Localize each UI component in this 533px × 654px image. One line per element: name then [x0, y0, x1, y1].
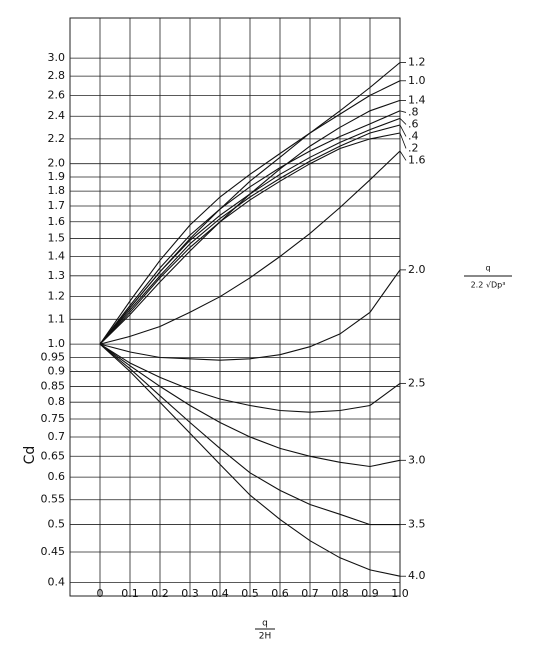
y-tick-label: 0.9 — [48, 365, 66, 378]
legend-label: .2 — [408, 141, 419, 154]
y-tick-label: 1.4 — [48, 250, 66, 263]
y-tick-label: 2.0 — [48, 157, 66, 170]
y-tick-label: 2.2 — [48, 132, 66, 145]
legend-label: .4 — [408, 129, 419, 142]
y-tick-label: 0.75 — [41, 412, 66, 425]
y-tick-label: 1.8 — [48, 184, 66, 197]
curve — [99, 343, 400, 526]
y-tick-label: 0.95 — [41, 350, 66, 363]
legend-label: 4.0 — [408, 569, 426, 582]
legend-label: .8 — [408, 105, 419, 118]
y-axis-label: Cd — [22, 446, 38, 465]
y-tick-label: 3.0 — [48, 51, 66, 64]
y-tick-label: 1.6 — [48, 215, 66, 228]
x-axis-label-numerator: q — [262, 619, 268, 629]
legend-label: 2.5 — [408, 376, 426, 389]
curve — [99, 124, 401, 345]
y-tick-label: 1.3 — [48, 269, 66, 282]
y-tick-label: 0.55 — [41, 493, 66, 506]
legend-label: 1.0 — [408, 74, 426, 87]
y-tick-label: 0.6 — [48, 470, 66, 483]
y-tick-label: 1.2 — [48, 290, 66, 303]
y-tick-label: 1.0 — [48, 337, 66, 350]
plot-frame — [69, 17, 401, 597]
curve — [99, 150, 401, 345]
leader-line — [399, 132, 407, 149]
y-tick-label: 0.65 — [41, 449, 66, 462]
curve — [99, 110, 401, 345]
y-tick-label: 2.4 — [48, 109, 66, 122]
curve — [99, 80, 401, 345]
leader-line — [399, 110, 407, 113]
y-tick-label: 2.6 — [48, 88, 66, 101]
y-tick-label: 0.5 — [48, 518, 66, 531]
legend-label: 1.4 — [408, 93, 426, 106]
curve — [99, 343, 401, 577]
leader-line — [399, 150, 407, 161]
curve — [99, 269, 401, 361]
curve — [99, 132, 401, 345]
y-tick-label: 1.1 — [48, 312, 66, 325]
curve — [99, 117, 401, 345]
y-tick-label: 1.9 — [48, 170, 66, 183]
y-tick-label: 0.7 — [48, 430, 66, 443]
legend-label: 2.0 — [408, 263, 426, 276]
y-tick-label: 1.5 — [48, 232, 66, 245]
legend-label: .6 — [408, 117, 419, 130]
y-tick-label: 0.45 — [41, 545, 66, 558]
leader-line — [399, 124, 407, 137]
curve — [99, 343, 401, 413]
x-axis-label-denominator: 2H — [259, 632, 272, 642]
y-tick-label: 0.4 — [48, 576, 66, 589]
y-tick-label: 0.8 — [48, 395, 66, 408]
y-tick-label: 0.85 — [41, 379, 66, 392]
legend-title-denominator: 2.2 √Dp³ — [471, 281, 506, 290]
y-tick-label: 2.8 — [48, 69, 66, 82]
legend-label: 1.6 — [408, 153, 426, 166]
leader-line — [399, 118, 407, 125]
legend-label: 1.2 — [408, 56, 426, 69]
legend-label: 3.5 — [408, 518, 426, 531]
legend-label: 3.0 — [408, 453, 426, 466]
curve — [99, 343, 401, 468]
legend-title-numerator: q — [485, 264, 490, 273]
y-tick-label: 1.7 — [48, 199, 66, 212]
